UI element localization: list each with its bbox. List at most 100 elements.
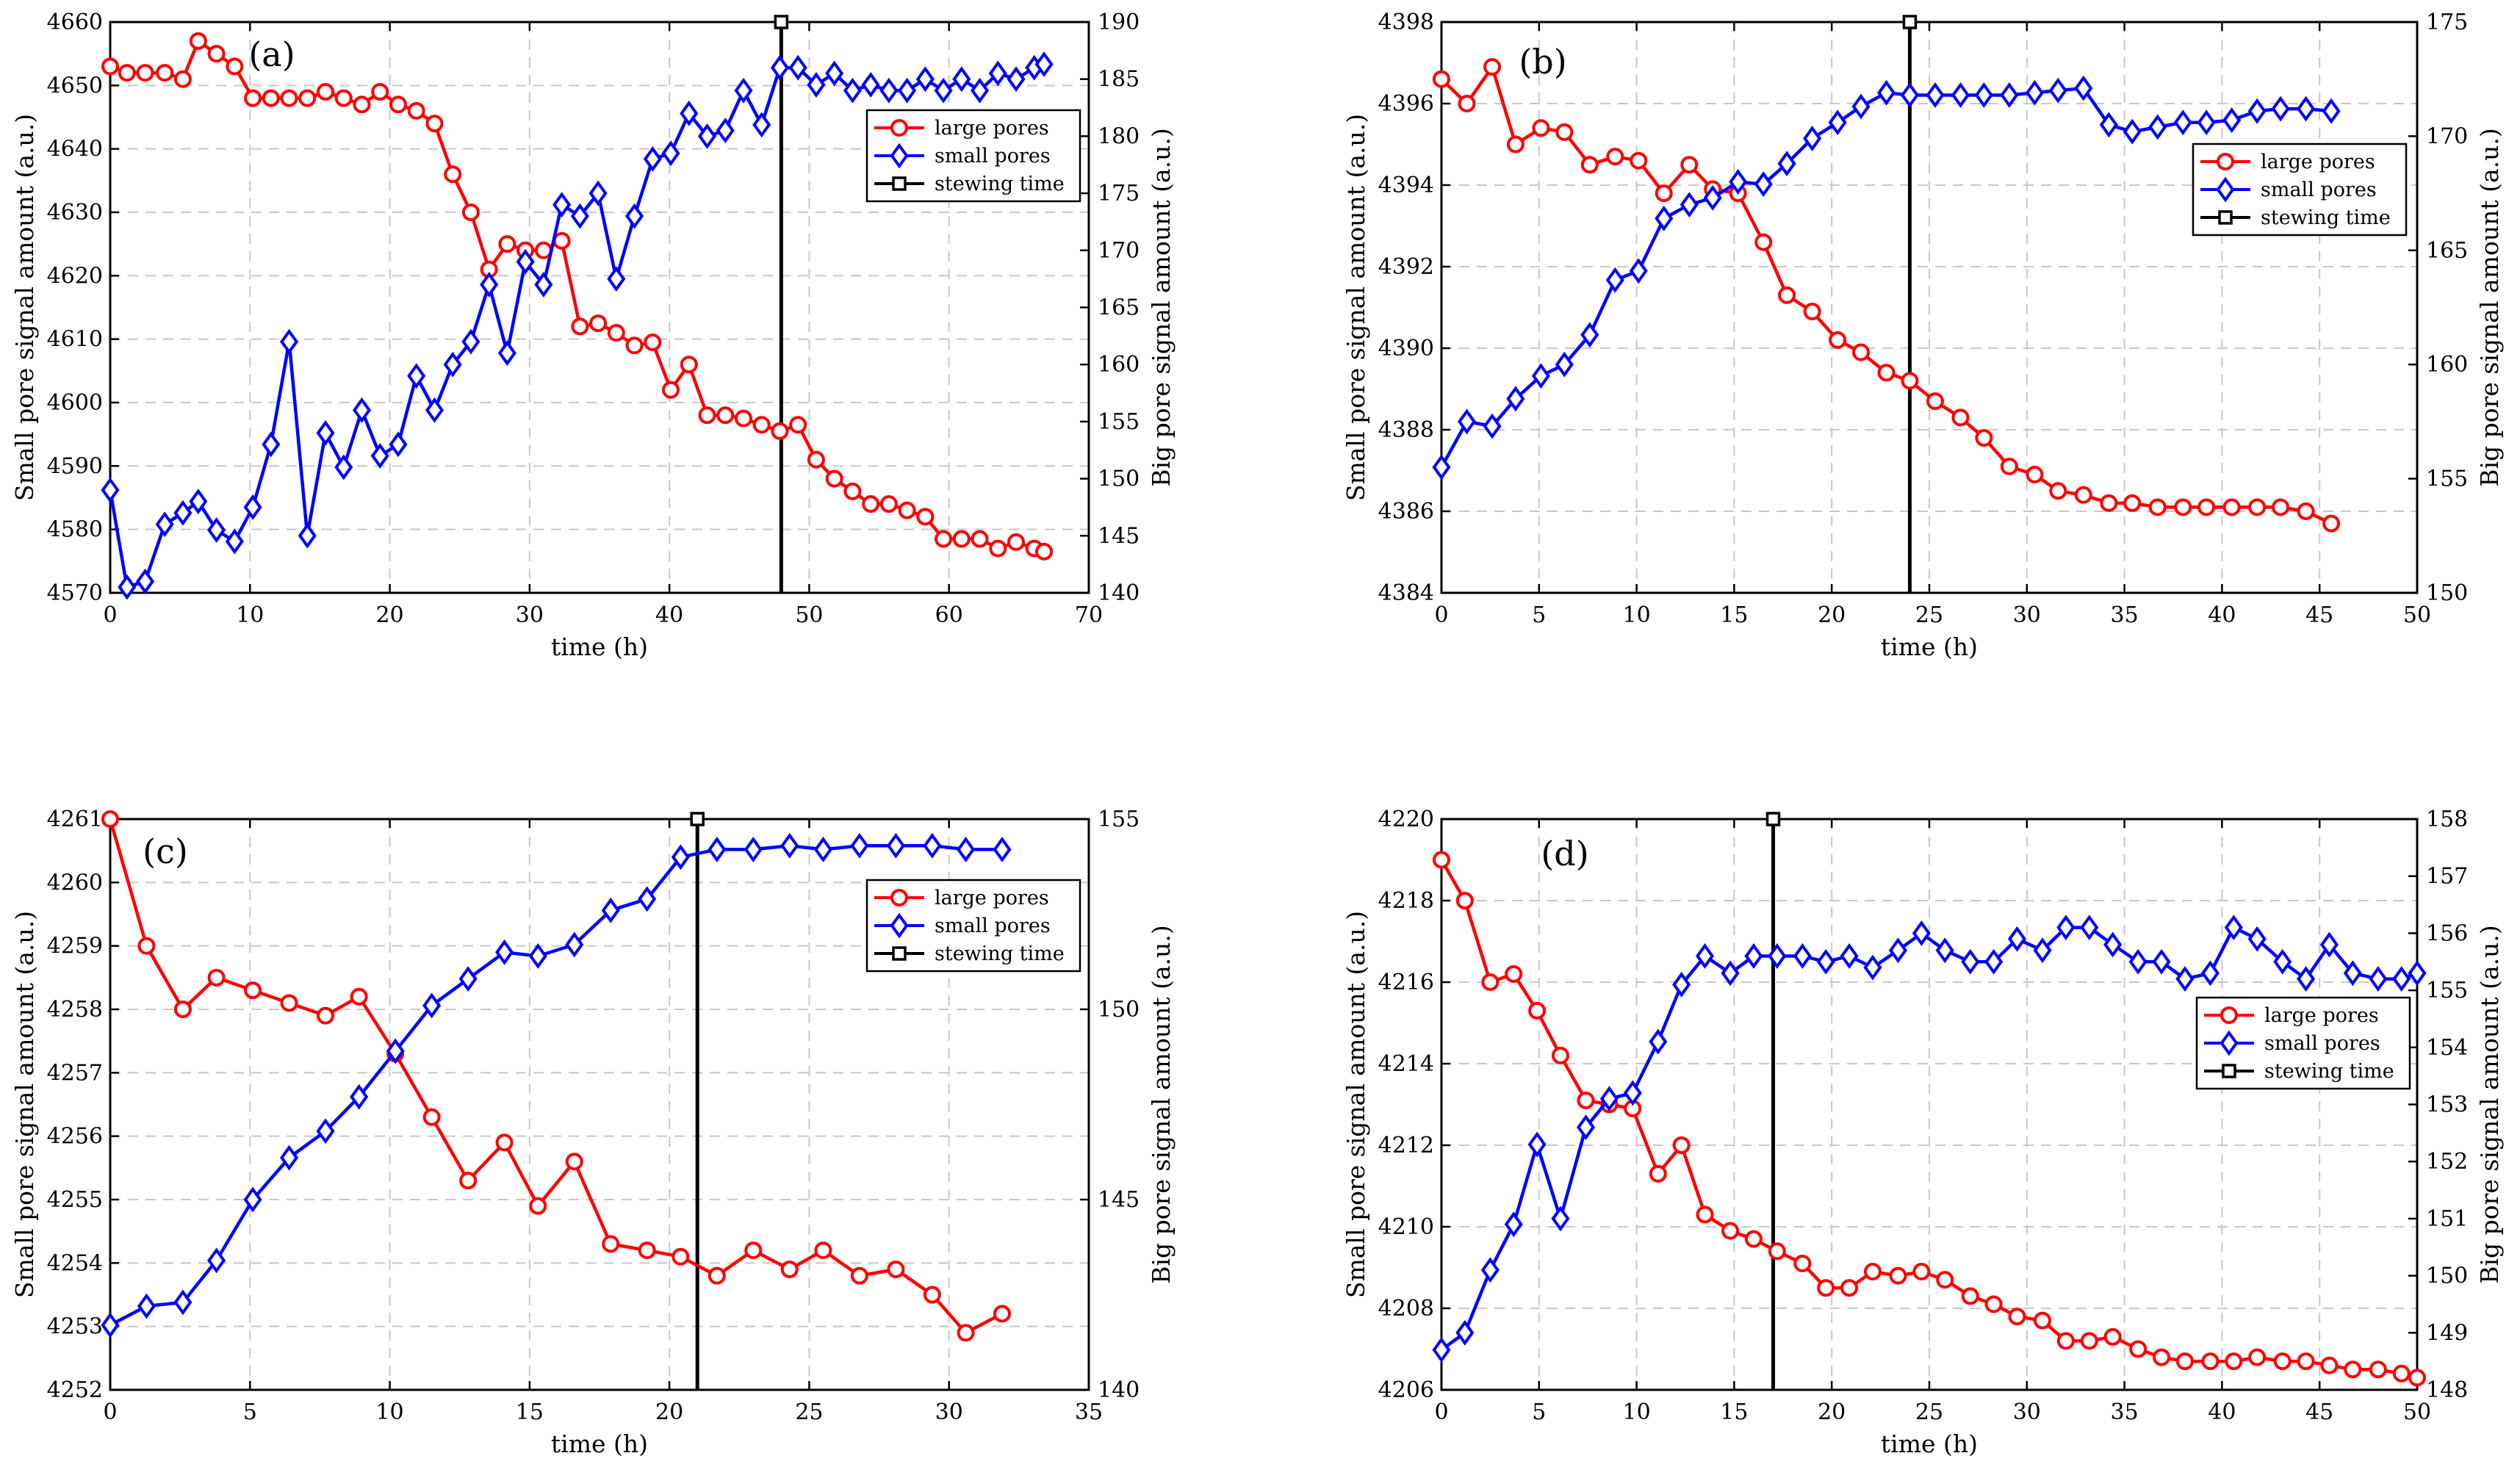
small-pores-point (1504, 1211, 1523, 1238)
y-right-tick-label: 175 (2426, 10, 2468, 35)
y-right-axis-label: Big pore signal amount (a.u.) (2475, 925, 2504, 1284)
small-pores-point (2297, 95, 2316, 122)
small-pores-point (207, 1247, 226, 1274)
large-pores-point (1433, 851, 1450, 869)
series-large-pores (101, 32, 1054, 560)
large-pores-point (1433, 70, 1450, 88)
small-pores-point (2128, 948, 2148, 975)
large-pores-point (2008, 1308, 2026, 1326)
large-pores-point (771, 422, 789, 440)
y-right-tick-label: 157 (2426, 864, 2468, 890)
small-pores-point (2007, 926, 2027, 952)
small-pores-point (516, 248, 535, 275)
x-tick-label: 25 (795, 1399, 823, 1425)
small-pores-point (407, 363, 426, 389)
small-pores-point (1974, 82, 1993, 108)
x-tick-label: 10 (1623, 1399, 1651, 1425)
small-pores-point (2392, 966, 2411, 992)
y-left-tick-label: 4220 (1378, 807, 1434, 832)
large-pores-point (2080, 1332, 2098, 1350)
small-pores-point (2123, 118, 2142, 145)
y-left-axis-label: Small pore signal amount (a.u.) (1342, 911, 1370, 1298)
small-pores-point (262, 431, 281, 458)
large-pores-point (625, 336, 644, 355)
small-pores-point (207, 517, 226, 543)
small-pores-point (2319, 931, 2339, 958)
large-pores-point (1877, 364, 1896, 382)
x-tick-label: 30 (935, 1399, 963, 1425)
large-pores-point (879, 495, 898, 513)
y-left-tick-label: 4212 (1378, 1133, 1434, 1158)
small-pores-point (243, 494, 262, 520)
legend-marker-diamond (890, 912, 909, 939)
x-tick-label: 15 (1720, 1399, 1748, 1425)
y-left-tick-label: 4580 (47, 517, 103, 543)
small-pores-point (1605, 267, 1624, 293)
large-pores-point (350, 987, 368, 1006)
small-pores-point (2025, 79, 2044, 106)
large-pores-point (862, 495, 880, 513)
legend-marker-square (892, 946, 907, 961)
large-pores-point (935, 530, 953, 548)
large-pores-point (1754, 233, 1773, 251)
large-pores-point (662, 381, 680, 399)
series-large-pores (101, 810, 1012, 1342)
panel-label-c: (c) (143, 832, 188, 871)
large-pores-point (1817, 1279, 1835, 1297)
small-pores-point (934, 77, 953, 104)
small-pores-point (280, 1144, 299, 1171)
small-pores-point (843, 77, 862, 104)
small-pores-point (101, 477, 120, 503)
small-pores-point (807, 72, 826, 98)
small-pores-point (1768, 943, 1787, 969)
small-pores-point (988, 60, 1007, 87)
large-pores-point (952, 530, 971, 548)
y-right-axis-label: Big pore signal amount (a.u.) (1147, 128, 1176, 487)
x-tick-label: 20 (375, 602, 403, 628)
small-pores-point (1599, 1086, 1619, 1112)
y-left-tick-label: 4259 (47, 934, 103, 959)
small-pores-point (734, 77, 753, 104)
small-pores-point (1984, 948, 2004, 975)
small-pores-point (280, 328, 299, 355)
large-pores-point (843, 482, 862, 500)
y-right-tick-label: 150 (2426, 1263, 2468, 1289)
large-pores-point (850, 1266, 868, 1285)
small-pores-point (1729, 169, 1748, 195)
small-pores-point (2048, 77, 2067, 104)
y-left-tick-label: 4398 (1378, 10, 1434, 35)
large-pores-point (680, 356, 698, 374)
large-pores-point (1458, 95, 1476, 112)
large-pores-point (916, 508, 935, 526)
y-right-tick-label: 152 (2426, 1149, 2468, 1175)
plot-frame (109, 818, 1090, 1391)
large-pores-point (262, 89, 280, 107)
large-pores-point (2297, 502, 2315, 520)
small-pores-point (243, 1186, 262, 1213)
large-pores-point (1007, 533, 1026, 551)
large-pores-point (1984, 1295, 2003, 1313)
large-pores-point (353, 95, 371, 114)
small-pores-point (752, 112, 771, 138)
stewing-time-marker (1765, 812, 1781, 826)
large-pores-point (2322, 514, 2341, 533)
small-pores-point (971, 77, 990, 104)
y-left-tick-label: 4258 (47, 997, 103, 1023)
large-pores-point (734, 409, 752, 428)
large-pores-point (1912, 1263, 1931, 1281)
large-pores-point (422, 1108, 441, 1126)
x-tick-label: 35 (1075, 1399, 1103, 1425)
x-tick-label: 20 (655, 1399, 683, 1425)
small-pores-point (2343, 960, 2362, 987)
large-pores-point (2175, 1352, 2194, 1371)
large-pores-point (498, 235, 516, 253)
large-pores-point (814, 1241, 832, 1260)
y-right-tick-label: 160 (1098, 352, 1140, 378)
small-pores-point (155, 511, 174, 538)
large-pores-point (789, 416, 807, 434)
x-tick-label: 30 (516, 602, 544, 628)
legend-marker-square (2218, 210, 2233, 225)
small-pores-point (1703, 184, 1722, 211)
small-pores-point (316, 420, 335, 446)
small-pores-point (1816, 948, 1835, 975)
